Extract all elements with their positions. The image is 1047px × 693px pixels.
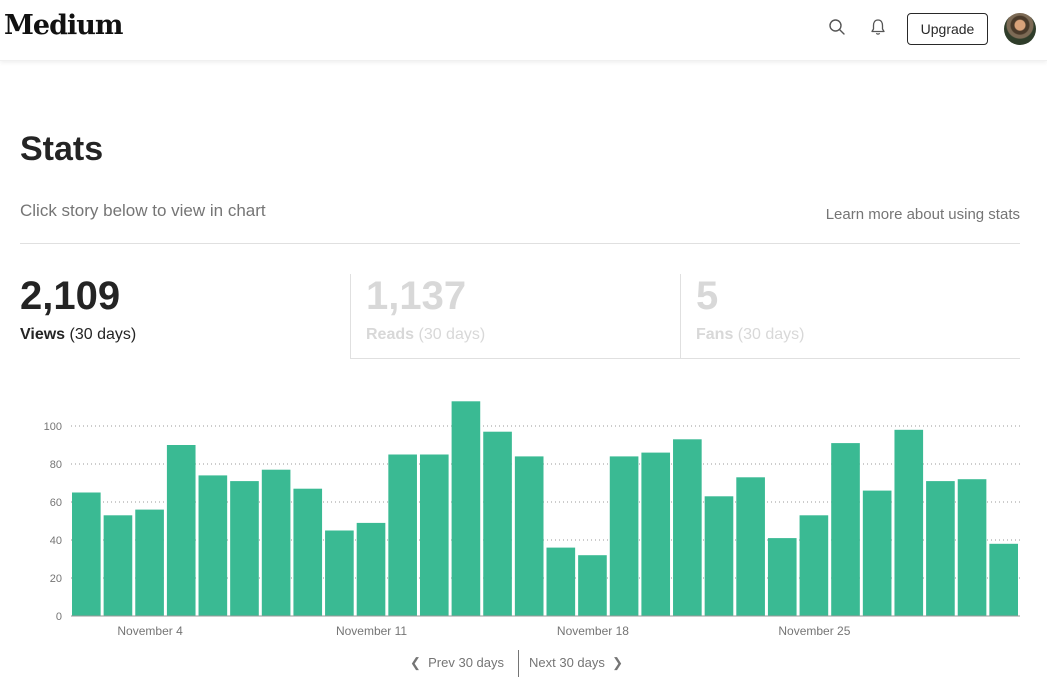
bell-icon[interactable]	[868, 17, 888, 37]
chart-bar	[230, 481, 259, 616]
reads-label-name: Reads	[366, 326, 415, 343]
views-label-name: Views	[20, 326, 66, 343]
fans-label: Fans (30 days)	[696, 326, 1020, 344]
chart-bar	[704, 496, 734, 616]
x-tick-label: November 25	[778, 624, 850, 638]
reads-count: 1,137	[366, 274, 467, 318]
chart-bar	[831, 443, 860, 616]
divider	[20, 243, 1020, 244]
prev-label: Prev 30 days	[428, 655, 505, 670]
chart-bar	[894, 429, 924, 616]
fans-period: (30 days)	[737, 326, 805, 343]
chart-bar	[673, 439, 702, 616]
x-tick-label: November 11	[336, 624, 407, 638]
chart-bar	[989, 543, 1018, 616]
y-tick-label: 100	[44, 421, 62, 433]
page-subtitle: Click story below to view in chart	[20, 201, 266, 220]
reads-label: Reads (30 days)	[366, 326, 680, 344]
chart-bar	[736, 477, 765, 616]
chevron-left-icon: ❮	[410, 655, 421, 670]
chart-bar	[103, 515, 133, 616]
chart-bar	[419, 454, 449, 616]
y-tick-label: 0	[56, 611, 62, 623]
chart-bar	[166, 445, 196, 616]
chart-bar	[926, 481, 955, 616]
chart-bar	[135, 509, 164, 616]
y-tick-label: 80	[50, 459, 62, 471]
page-title: Stats	[20, 130, 104, 168]
fans-count: 5	[696, 274, 719, 318]
y-tick-label: 40	[50, 535, 62, 547]
tab-reads[interactable]: 1,137 Reads (30 days)	[350, 274, 680, 359]
reads-period: (30 days)	[418, 326, 486, 343]
next-30-days-button[interactable]: Next 30 days ❯	[529, 655, 623, 671]
learn-more-link[interactable]: Learn more about using stats	[825, 206, 1020, 223]
chart-bar	[483, 431, 512, 616]
chart-bar	[261, 469, 291, 616]
medium-logo[interactable]: Medium	[4, 10, 123, 41]
y-tick-label: 60	[50, 497, 62, 509]
pager-divider	[518, 650, 519, 677]
y-tick-label: 20	[50, 573, 62, 585]
chart-bar	[198, 475, 228, 616]
x-tick-label: November 4	[117, 624, 183, 638]
chart-bar	[72, 492, 101, 616]
chevron-right-icon: ❯	[612, 655, 624, 670]
chart-bar	[325, 530, 354, 616]
chart-bar	[957, 479, 987, 616]
chart-bar	[609, 456, 639, 616]
chart-bar	[293, 488, 323, 616]
chart-bar	[356, 522, 386, 616]
tab-views[interactable]: 2,109 Views (30 days)	[20, 274, 350, 359]
chart-bar	[388, 454, 417, 616]
chart-bar	[514, 456, 544, 616]
chart-bar	[862, 490, 892, 616]
views-bar-chart: 0 20 40 60 80 100 November 4 November 11 Novembe…	[44, 401, 1020, 638]
views-count: 2,109	[20, 274, 121, 318]
upgrade-button[interactable]: Upgrade	[907, 13, 988, 45]
next-label: Next 30 days	[529, 655, 605, 670]
tab-fans[interactable]: 5 Fans (30 days)	[680, 274, 1020, 359]
views-period: (30 days)	[69, 326, 137, 343]
avatar[interactable]	[1004, 13, 1036, 45]
chart-bar	[578, 555, 607, 616]
chart-bar	[641, 452, 671, 616]
views-label: Views (30 days)	[20, 326, 350, 344]
x-tick-label: November 18	[557, 624, 629, 638]
chart-bar	[546, 547, 576, 616]
top-navigation-bar: Medium Upgrade	[0, 0, 1047, 61]
prev-30-days-button[interactable]: ❮ Prev 30 days	[410, 655, 504, 671]
chart-bar	[767, 538, 797, 616]
fans-label-name: Fans	[696, 326, 734, 343]
chart-bar	[451, 401, 481, 616]
pagination: ❮ Prev 30 days Next 30 days ❯	[0, 650, 1047, 678]
search-icon[interactable]	[827, 17, 847, 37]
chart-bar	[799, 515, 829, 616]
